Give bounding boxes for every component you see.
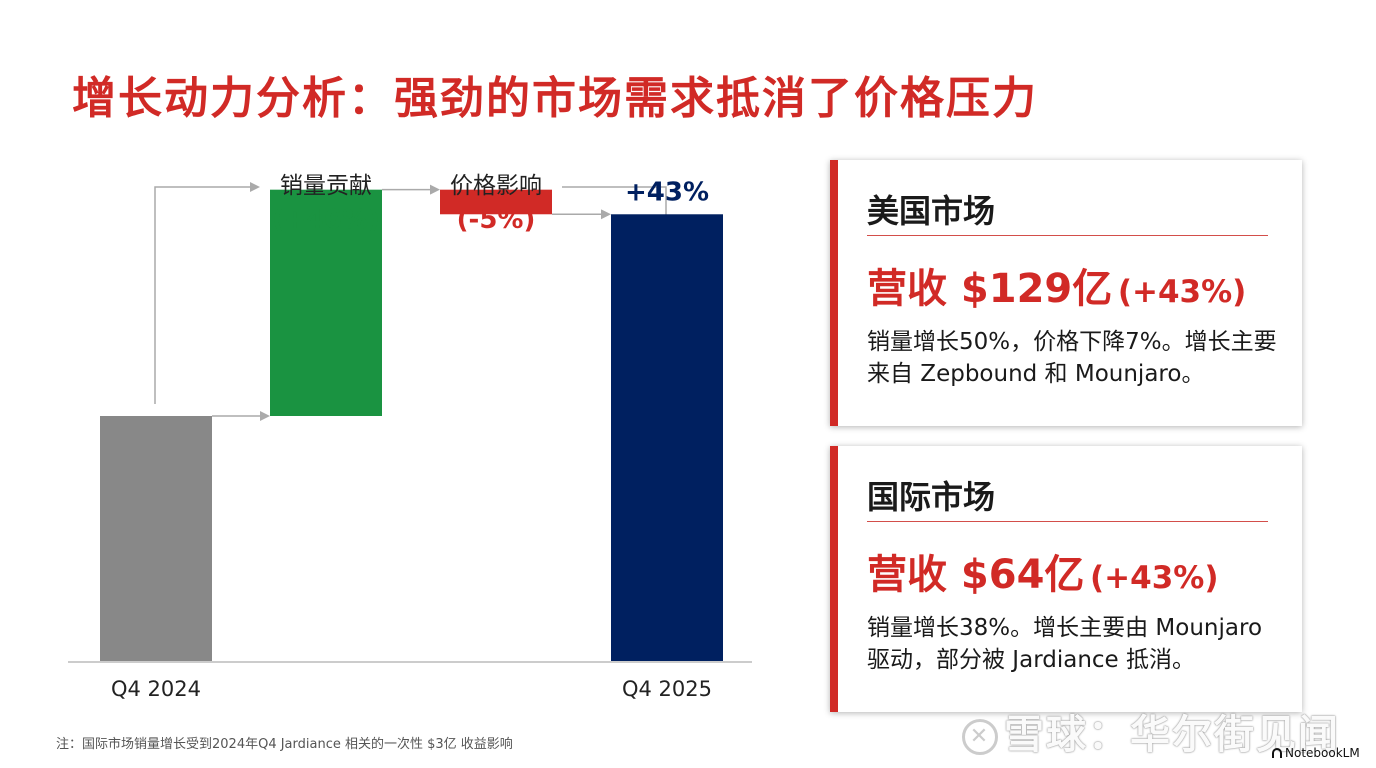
intl-market-card: 国际市场 营收 $64亿 (+43%) 销量增长38%。增长主要由 Mounja… [830, 446, 1302, 712]
us-market-growth: (+43%) [1117, 274, 1247, 310]
brand-label: NotebookLM [1285, 746, 1360, 760]
us-market-description: 销量增长50%，价格下降7%。增长主要来自 Zepbound 和 Mounjar… [867, 329, 1277, 387]
intl-market-revenue: 营收 $64亿 [867, 552, 1085, 598]
snowball-logo-icon: ✕ [962, 719, 998, 755]
bar-decrease [440, 189, 552, 215]
slide-title: 增长动力分析：强劲的市场需求抵消了价格压力 [72, 73, 1038, 124]
step-label: 价格影响 [450, 173, 542, 199]
notebooklm-logo-icon [1272, 748, 1282, 758]
bar-total [611, 214, 723, 662]
watermark: ✕ 雪球：华尔街见闻 [962, 702, 1340, 760]
bar-increase [270, 189, 382, 416]
x-tick-label: Q4 2025 [622, 677, 712, 701]
step-label: 销量贡献 [280, 173, 372, 199]
intl-market-growth: (+43%) [1090, 560, 1219, 596]
data-label: (+46%) [272, 205, 380, 235]
waterfall-chart: Q4 2024 销量贡献 (+46%) 价格影响 (-5%) Q4 2025 +43% [68, 173, 752, 701]
us-market-heading: 美国市场 [867, 192, 996, 230]
x-tick-label: Q4 2024 [111, 677, 201, 701]
notebooklm-brand: NotebookLM [1272, 746, 1360, 760]
card-divider [867, 521, 1268, 522]
watermark-text: 雪球：华尔街见闻 [1004, 712, 1340, 758]
data-label: (-5%) [457, 205, 536, 235]
card-accent-bar [830, 446, 838, 712]
intl-market-description: 销量增长38%。增长主要由 Mounjaro 驱动，部分被 Jardiance … [867, 615, 1263, 673]
intl-market-revenue-line: 营收 $64亿 (+43%) [867, 542, 1219, 600]
bar-base [100, 416, 212, 662]
card-accent-bar [830, 160, 838, 426]
us-market-card: 美国市场 营收 $129亿 (+43%) 销量增长50%，价格下降7%。增长主要… [830, 160, 1302, 426]
connector-arrow [154, 182, 260, 404]
intl-market-heading: 国际市场 [867, 478, 996, 516]
footnote: 注：国际市场销量增长受到2024年Q4 Jardiance 相关的一次性 $3亿… [56, 737, 513, 752]
us-market-revenue-line: 营收 $129亿 (+43%) [867, 256, 1246, 314]
card-divider [867, 235, 1268, 236]
data-label: +43% [625, 177, 709, 207]
us-market-revenue: 营收 $129亿 [867, 266, 1113, 312]
